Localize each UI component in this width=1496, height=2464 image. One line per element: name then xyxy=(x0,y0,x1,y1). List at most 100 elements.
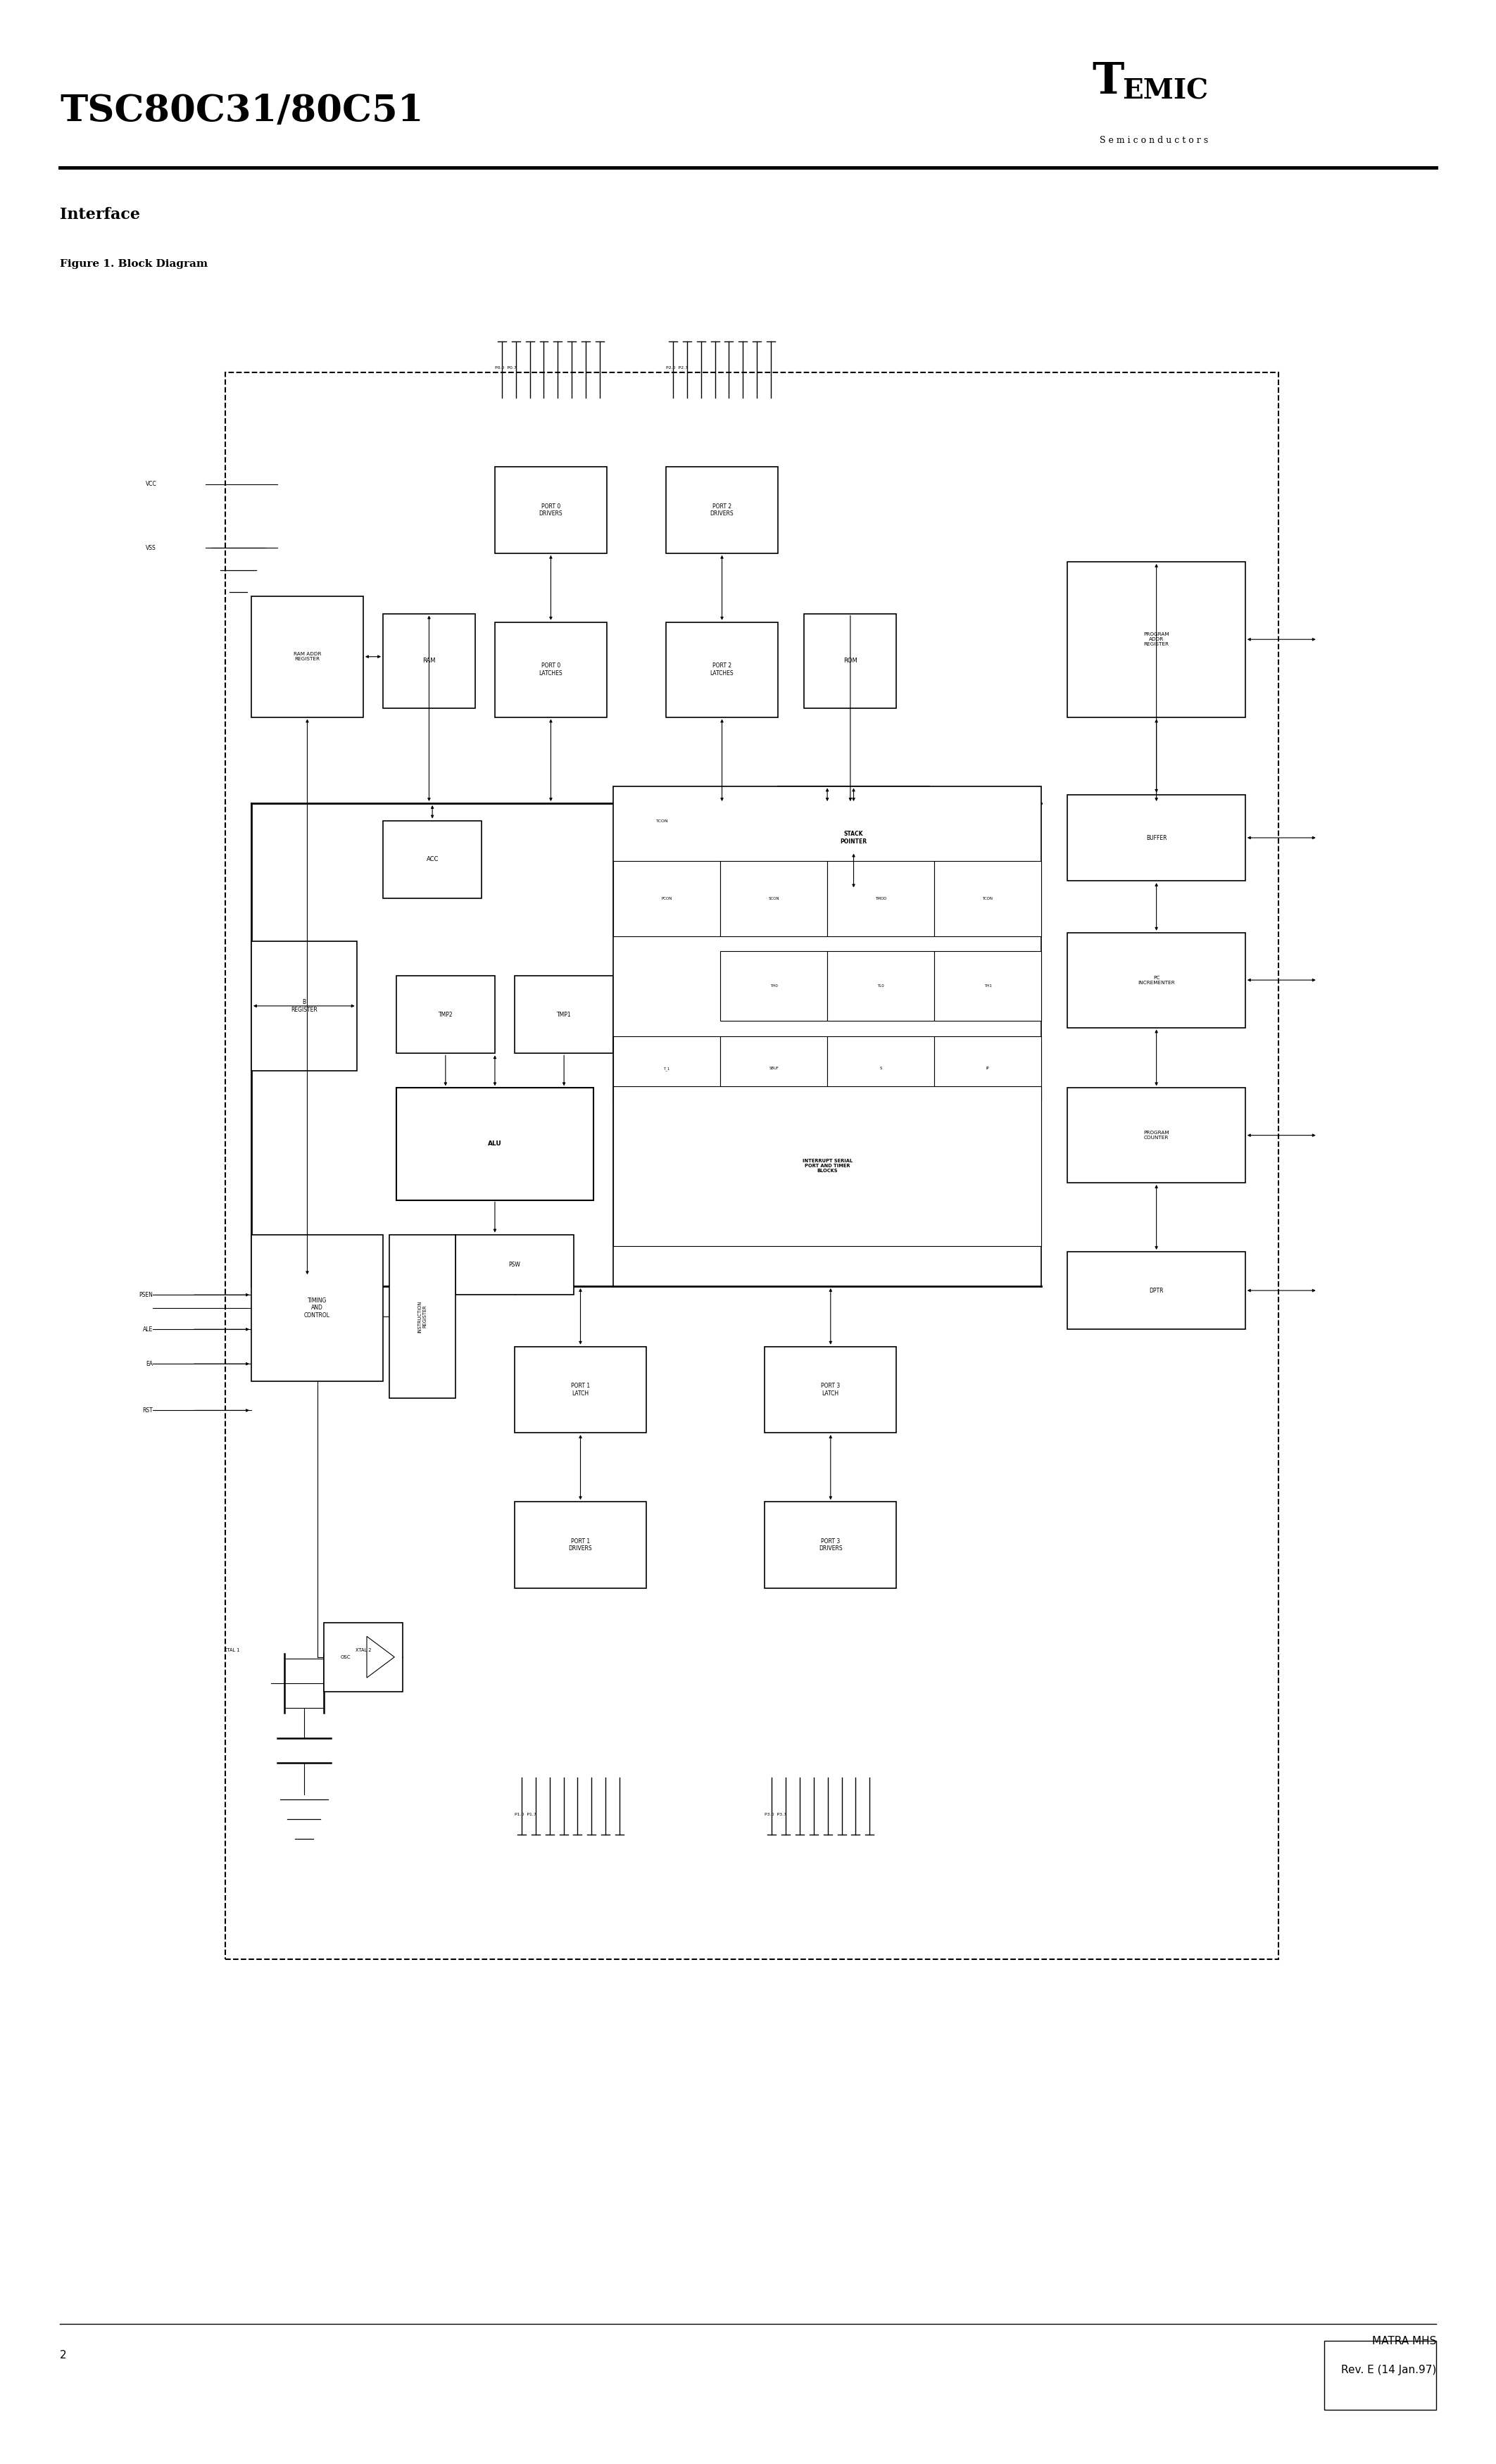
Bar xyxy=(495,623,607,717)
Bar xyxy=(455,1234,574,1296)
Text: PORT 2
DRIVERS: PORT 2 DRIVERS xyxy=(711,503,735,517)
Text: S: S xyxy=(880,1067,883,1069)
Text: VCC: VCC xyxy=(147,480,157,488)
Bar xyxy=(515,1503,646,1587)
Text: TCON: TCON xyxy=(983,897,993,899)
Bar xyxy=(934,951,1041,1020)
Bar xyxy=(805,614,896,710)
Bar xyxy=(721,951,827,1020)
Text: PROGRAM
COUNTER: PROGRAM COUNTER xyxy=(1143,1131,1170,1141)
Bar xyxy=(251,1234,383,1380)
Bar xyxy=(515,1345,646,1434)
Text: 2: 2 xyxy=(60,2351,67,2361)
Bar xyxy=(515,976,613,1055)
Bar xyxy=(827,951,934,1020)
Bar xyxy=(1324,2341,1436,2410)
Bar xyxy=(251,941,356,1069)
Bar xyxy=(495,468,607,554)
Text: PORT 0
LATCHES: PORT 0 LATCHES xyxy=(539,663,562,678)
Text: IP: IP xyxy=(986,1067,989,1069)
Bar xyxy=(224,372,1278,1959)
Text: S e m i c o n d u c t o r s: S e m i c o n d u c t o r s xyxy=(1100,136,1209,145)
Text: TH0: TH0 xyxy=(770,983,778,988)
Bar xyxy=(613,1087,1041,1247)
Text: PORT 1
DRIVERS: PORT 1 DRIVERS xyxy=(568,1538,592,1552)
Text: PORT 0
DRIVERS: PORT 0 DRIVERS xyxy=(539,503,562,517)
Text: Rev. E (14 Jan.97): Rev. E (14 Jan.97) xyxy=(1340,2365,1436,2375)
Text: RAM: RAM xyxy=(422,658,435,665)
Text: PROGRAM
ADDR
REGISTER: PROGRAM ADDR REGISTER xyxy=(1143,633,1170,646)
Text: EMIC: EMIC xyxy=(1122,79,1207,103)
Bar xyxy=(827,860,934,936)
Text: TMP2: TMP2 xyxy=(438,1010,453,1018)
Bar xyxy=(721,860,827,936)
Bar xyxy=(1068,934,1245,1027)
Bar xyxy=(323,1624,402,1693)
Text: INTERRUPT SERIAL
PORT AND TIMER
BLOCKS: INTERRUPT SERIAL PORT AND TIMER BLOCKS xyxy=(802,1158,853,1173)
Bar xyxy=(666,623,778,717)
Text: STACK
POINTER: STACK POINTER xyxy=(841,830,868,845)
Bar xyxy=(764,1503,896,1587)
Bar xyxy=(764,1345,896,1434)
Bar xyxy=(778,786,929,890)
Bar xyxy=(613,786,1041,1286)
Bar xyxy=(721,1035,827,1101)
Bar xyxy=(251,596,364,717)
Text: TMP1: TMP1 xyxy=(557,1010,571,1018)
Text: VSS: VSS xyxy=(147,545,157,552)
Text: P0.0  P0.7: P0.0 P0.7 xyxy=(495,365,516,370)
Text: PORT 3
LATCH: PORT 3 LATCH xyxy=(821,1382,841,1397)
Text: ALU: ALU xyxy=(488,1141,501,1148)
Text: MATRA MHS: MATRA MHS xyxy=(1372,2336,1436,2346)
Bar xyxy=(1068,562,1245,717)
Bar xyxy=(934,860,1041,936)
Text: SCON: SCON xyxy=(769,897,779,899)
Text: P3.0  P3.7: P3.0 P3.7 xyxy=(764,1814,787,1816)
Text: T_1: T_1 xyxy=(664,1067,670,1072)
Text: TCON: TCON xyxy=(657,818,669,823)
Text: XTAL 1: XTAL 1 xyxy=(224,1648,239,1653)
Text: RST: RST xyxy=(142,1407,153,1414)
Text: P2.0  P2.7: P2.0 P2.7 xyxy=(666,365,688,370)
Bar xyxy=(1068,796,1245,882)
Bar xyxy=(396,1089,594,1200)
Bar xyxy=(1068,1089,1245,1183)
Text: EA: EA xyxy=(145,1360,153,1368)
Bar xyxy=(383,614,476,710)
Text: Figure 1. Block Diagram: Figure 1. Block Diagram xyxy=(60,259,208,269)
Bar xyxy=(1068,1252,1245,1331)
Text: TSC80C31/80C51: TSC80C31/80C51 xyxy=(60,94,423,128)
Text: TIMING
AND
CONTROL: TIMING AND CONTROL xyxy=(304,1296,331,1318)
Text: P1.0  P1.7: P1.0 P1.7 xyxy=(515,1814,537,1816)
Text: T: T xyxy=(1092,59,1123,103)
Bar xyxy=(396,976,495,1055)
Text: PSEN: PSEN xyxy=(139,1291,153,1299)
Text: XTAL 2: XTAL 2 xyxy=(356,1648,371,1653)
Bar xyxy=(827,1035,934,1101)
Text: TMOD: TMOD xyxy=(875,897,887,899)
Text: PORT 3
DRIVERS: PORT 3 DRIVERS xyxy=(818,1538,842,1552)
Text: ALE: ALE xyxy=(142,1326,153,1333)
Bar xyxy=(934,1035,1041,1101)
Text: PORT 2
LATCHES: PORT 2 LATCHES xyxy=(711,663,735,678)
Bar xyxy=(666,468,778,554)
Text: RAM ADDR
REGISTER: RAM ADDR REGISTER xyxy=(293,653,322,660)
Bar xyxy=(389,1234,455,1400)
Text: PORT 1
LATCH: PORT 1 LATCH xyxy=(571,1382,589,1397)
Text: ROM: ROM xyxy=(844,658,857,665)
Text: INSTRUCTION
REGISTER: INSTRUCTION REGISTER xyxy=(417,1301,426,1333)
Text: SBUF: SBUF xyxy=(769,1067,779,1069)
Text: ACC: ACC xyxy=(426,855,438,862)
Text: TH1: TH1 xyxy=(984,983,992,988)
Text: OSC: OSC xyxy=(341,1656,352,1658)
Text: PSW: PSW xyxy=(509,1262,521,1269)
Bar xyxy=(613,1035,721,1101)
Text: TL0: TL0 xyxy=(877,983,884,988)
Text: B
REGISTER: B REGISTER xyxy=(290,998,317,1013)
Bar xyxy=(383,821,482,899)
Text: DPTR: DPTR xyxy=(1149,1286,1164,1294)
Text: PCON: PCON xyxy=(661,897,672,899)
Text: BUFFER: BUFFER xyxy=(1146,835,1167,840)
Text: Interface: Interface xyxy=(60,207,141,222)
Text: PC
INCREMENTER: PC INCREMENTER xyxy=(1138,976,1174,986)
